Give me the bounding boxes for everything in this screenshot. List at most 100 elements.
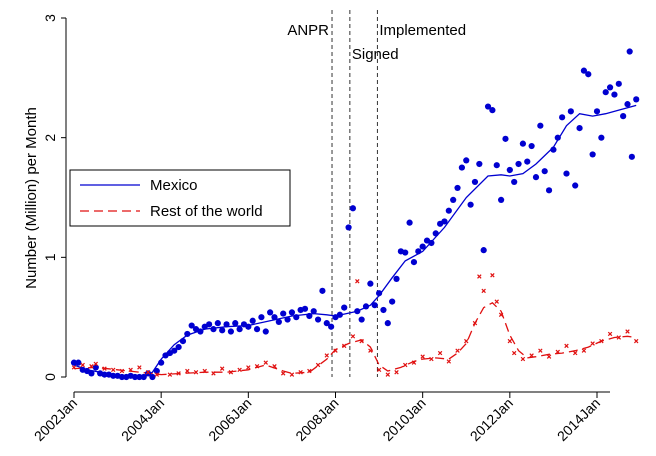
point-mexico-125 — [615, 80, 622, 87]
point-mexico-111 — [554, 134, 561, 141]
point-mexico-86 — [445, 207, 452, 214]
point-rest-of-world-20 — [246, 365, 251, 370]
point-mexico-48 — [280, 310, 287, 317]
point-rest-of-world-57 — [538, 348, 543, 353]
x-tick-label-5: 2012Jan — [467, 395, 516, 444]
point-rest-of-world-25 — [289, 372, 295, 377]
point-rest-of-world-28 — [315, 362, 321, 368]
legend: Mexico Rest of the world — [69, 169, 291, 227]
point-rest-of-world-7 — [128, 367, 133, 373]
point-rest-of-world-64 — [599, 338, 604, 344]
point-rest-of-world-37 — [385, 372, 391, 377]
point-mexico-66 — [358, 316, 365, 323]
point-mexico-80 — [419, 243, 426, 250]
point-mexico-117 — [580, 67, 588, 74]
point-mexico-88 — [454, 184, 461, 192]
point-rest-of-world-58 — [546, 354, 552, 359]
point-mexico-102 — [515, 160, 522, 168]
point-mexico-31 — [206, 321, 213, 328]
point-mexico-67 — [362, 303, 370, 310]
point-mexico-108 — [541, 168, 548, 175]
point-rest-of-world-13 — [185, 368, 190, 374]
point-mexico-59 — [328, 323, 335, 330]
point-mexico-9 — [110, 372, 117, 379]
point-rest-of-world-40 — [411, 360, 417, 365]
point-mexico-118 — [585, 71, 592, 78]
point-rest-of-world-52 — [498, 312, 504, 317]
point-rest-of-world-55 — [520, 356, 526, 362]
event-label-2: Signed — [352, 46, 399, 63]
point-rest-of-world-31 — [341, 343, 347, 349]
point-mexico-114 — [567, 108, 574, 115]
point-rest-of-world-68 — [634, 338, 639, 344]
point-mexico-18 — [149, 373, 156, 381]
point-rest-of-world-30 — [333, 348, 338, 353]
data-points — [70, 48, 640, 381]
point-mexico-38 — [236, 326, 243, 333]
point-mexico-110 — [550, 146, 557, 153]
point-rest-of-world-3 — [93, 361, 99, 367]
legend-box — [69, 169, 291, 227]
event-label-1: ANPR — [287, 22, 329, 39]
point-mexico-35 — [223, 321, 230, 328]
point-rest-of-world-35 — [368, 348, 373, 353]
point-rest-of-world-1 — [80, 362, 85, 368]
point-mexico-70 — [375, 290, 383, 297]
point-mexico-127 — [624, 101, 631, 108]
point-mexico-69 — [371, 302, 378, 309]
point-mexico-64 — [349, 205, 357, 212]
point-rest-of-world-17 — [219, 366, 225, 371]
point-rest-of-world-21 — [254, 364, 260, 369]
point-mexico-105 — [528, 142, 535, 150]
point-mexico-123 — [606, 84, 614, 91]
trend-lines — [73, 104, 637, 378]
point-mexico-94 — [480, 247, 487, 254]
point-mexico-77 — [406, 219, 413, 226]
point-mexico-37 — [232, 320, 239, 327]
point-mexico-96 — [489, 107, 496, 114]
point-rest-of-world-33 — [355, 279, 360, 284]
labels: ANPR Signed Implemented 0 1 2 3 2002Jan 2004Jan 2… — [23, 14, 603, 444]
point-mexico-50 — [288, 309, 296, 316]
point-rest-of-world-41 — [420, 354, 425, 359]
point-rest-of-world-23 — [272, 364, 277, 369]
point-mexico-120 — [593, 108, 601, 115]
point-mexico-73 — [389, 298, 396, 305]
point-mexico-7 — [101, 371, 108, 378]
point-mexico-72 — [384, 320, 391, 327]
point-mexico-33 — [214, 320, 221, 327]
point-mexico-44 — [262, 328, 269, 335]
point-rest-of-world-10 — [154, 372, 160, 377]
x-tick-label-0: 2002Jan — [31, 395, 80, 444]
point-rest-of-world-56 — [529, 353, 534, 358]
point-mexico-99 — [502, 135, 509, 142]
point-mexico-14 — [131, 373, 139, 381]
point-mexico-40 — [245, 323, 252, 330]
point-mexico-121 — [598, 134, 605, 141]
point-rest-of-world-61 — [572, 350, 578, 356]
point-mexico-130 — [626, 48, 633, 55]
point-mexico-115 — [572, 182, 579, 189]
point-rest-of-world-11 — [167, 372, 173, 377]
point-mexico-68 — [367, 280, 374, 287]
point-rest-of-world-43 — [437, 350, 443, 356]
point-mexico-61 — [336, 311, 343, 318]
y-tick-label-3: 3 — [42, 14, 58, 22]
x-tick-label-6: 2014Jan — [554, 395, 603, 444]
point-mexico-95 — [484, 103, 492, 110]
point-rest-of-world-51 — [494, 299, 499, 304]
point-mexico-89 — [458, 164, 465, 171]
point-mexico-11 — [118, 373, 126, 381]
point-mexico-20 — [158, 359, 165, 366]
point-rest-of-world-39 — [403, 362, 408, 368]
point-mexico-128 — [628, 153, 635, 160]
point-mexico-119 — [589, 151, 596, 158]
point-mexico-54 — [306, 312, 313, 320]
point-mexico-53 — [301, 305, 309, 312]
x-tick-label-1: 2004Jan — [118, 395, 167, 444]
point-mexico-116 — [576, 124, 583, 132]
point-mexico-26 — [184, 330, 191, 338]
x-tick-label-4: 2010Jan — [379, 395, 428, 444]
point-rest-of-world-67 — [625, 329, 630, 334]
point-mexico-112 — [559, 114, 566, 121]
